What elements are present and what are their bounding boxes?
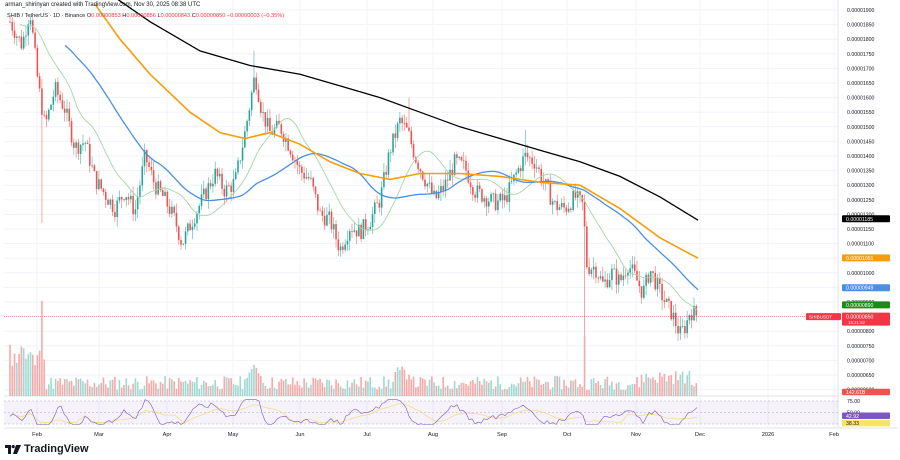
ma50-badge-text: 0.00000949 <box>846 286 874 292</box>
ma100-badge <box>842 254 890 262</box>
candlesticks <box>9 15 698 375</box>
volume-badge-text: 142.61B <box>846 390 866 396</box>
open-value: 0.00000853 <box>91 13 121 19</box>
price-tick: 0.00001700 <box>847 66 875 72</box>
tradingview-logo[interactable]: TradingView <box>5 443 89 455</box>
time-tick: May <box>228 432 239 438</box>
svg-text:0.00000850: 0.00000850 <box>846 315 874 321</box>
ma200-badge <box>842 215 890 223</box>
svg-text:SHIBUSDT: SHIBUSDT <box>809 315 832 320</box>
price-tick: 0.00001800 <box>847 37 875 43</box>
change-value: −0.00000003 (−0.35%) <box>226 13 285 19</box>
rsi-line <box>9 399 698 425</box>
price-tick: 0.00001550 <box>847 110 875 116</box>
last-price-badge <box>842 312 890 326</box>
time-tick: 2026 <box>762 432 774 438</box>
symbol-label[interactable]: SHIB / TetherUS · 1D · Binance <box>7 13 86 19</box>
time-tick: Oct <box>563 432 572 438</box>
countdown: 15:21:52 <box>848 320 866 325</box>
price-tick: 0.00001850 <box>847 23 875 29</box>
price-tick: 0.00001350 <box>847 169 875 175</box>
high-value: 0.00000856 <box>126 13 156 19</box>
time-tick: Nov <box>631 432 641 438</box>
ma50-badge <box>842 284 890 292</box>
ma20-badge-text: 0.00000890 <box>846 303 874 309</box>
ohlc-legend: SHIB / TetherUS · 1D · Binance O0.000008… <box>7 13 285 19</box>
price-tick: 0.00000650 <box>847 373 875 379</box>
price-tick: 0.00000750 <box>847 344 875 350</box>
price-tick: 0.00001600 <box>847 96 875 102</box>
price-tick: 0.00000800 <box>847 329 875 335</box>
ma200-line <box>117 0 699 221</box>
time-tick: Jul <box>363 432 370 438</box>
time-tick: Aug <box>428 432 438 438</box>
price-tick: 0.00001900 <box>847 8 875 14</box>
rsi-ma-badge <box>842 419 890 427</box>
rsi-value-badge <box>842 412 890 420</box>
price-tick: 0.00001750 <box>847 52 875 58</box>
price-tick: 0.00001100 <box>847 242 874 248</box>
time-tick: Apr <box>163 432 172 438</box>
low-value: 0.00000843 <box>160 13 191 19</box>
ma50-line <box>64 44 699 291</box>
ma20-line <box>19 23 699 312</box>
volume-badge <box>842 388 890 396</box>
price-tick: 0.00001250 <box>847 198 875 204</box>
price-tick: 0.00001000 <box>847 271 875 277</box>
time-tick: Mar <box>94 432 104 438</box>
ma100-badge-text: 0.00001051 <box>846 256 874 262</box>
price-tick: 0.00001450 <box>847 139 875 145</box>
close-value: 0.00000850 <box>195 13 226 19</box>
rsi-tick: 75.00 <box>847 399 860 405</box>
price-tick: 0.00001400 <box>847 154 875 160</box>
time-tick: Jun <box>295 432 304 438</box>
price-tick: 0.00001150 <box>847 227 874 233</box>
time-tick: Feb <box>829 432 839 438</box>
chart-credit: arman_shirinyan created with TradingView… <box>5 2 201 8</box>
time-tick: Dec <box>695 432 705 438</box>
price-tick: 0.00001300 <box>847 183 875 189</box>
ma100-line <box>94 3 699 259</box>
tradingview-icon <box>5 444 21 454</box>
time-tick: Sep <box>497 432 507 438</box>
price-tick: 0.00001650 <box>847 81 875 87</box>
ma200-badge-text: 0.00001185 <box>846 217 873 223</box>
time-tick: Feb <box>32 432 42 438</box>
ma20-badge <box>842 301 890 309</box>
price-tick: 0.00000700 <box>847 358 875 364</box>
symbol-badge <box>806 313 841 321</box>
rsi-ma-line <box>9 402 698 423</box>
svg-text:38.33: 38.33 <box>846 421 859 427</box>
price-tick: 0.00001500 <box>847 125 875 131</box>
volume-bars <box>9 301 698 396</box>
rsi-value-badge-text: 42.92 <box>846 414 859 420</box>
brand-name: TradingView <box>24 443 89 455</box>
